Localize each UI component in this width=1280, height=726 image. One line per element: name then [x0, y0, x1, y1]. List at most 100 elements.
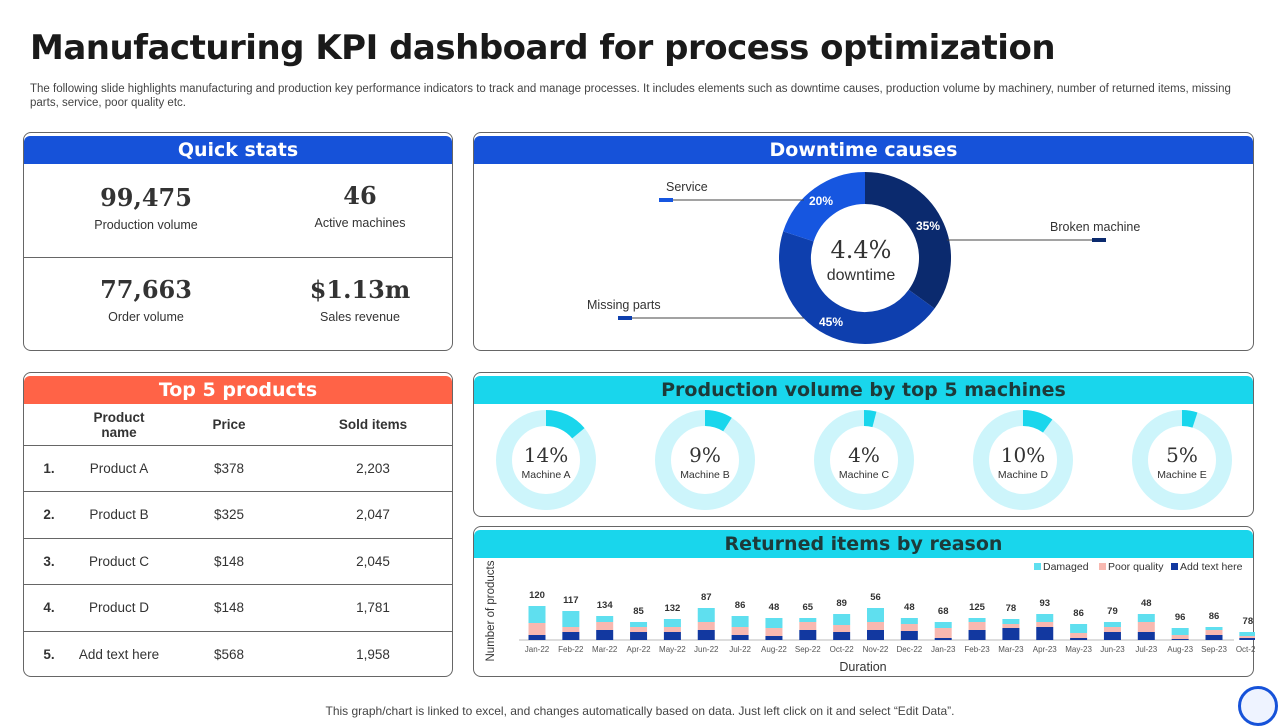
top-products-table: Product name Price Sold items 1. Product A $… — [24, 405, 452, 678]
price: $325 — [164, 491, 294, 539]
bar-segment-damaged — [1239, 632, 1255, 636]
pct-broken-machine: 35% — [916, 219, 940, 233]
sold-items: 2,047 — [294, 491, 452, 539]
stat-value: $1.13m — [309, 275, 411, 304]
data-label: 87 — [701, 592, 712, 603]
data-label: 86 — [735, 600, 746, 611]
machine-donut: 4% Machine C — [814, 410, 914, 510]
bar-segment-poor-quality — [900, 624, 918, 631]
row-number: 3. — [24, 538, 74, 585]
y-axis-label: Number of products — [485, 560, 497, 661]
legend-marker-missing-parts — [618, 316, 632, 320]
bar-segment-damaged — [1171, 628, 1189, 635]
bar-segment-poor-quality — [765, 628, 783, 636]
machine-name: Machine A — [521, 469, 570, 481]
footer-note: This graph/chart is linked to excel, and… — [325, 704, 955, 718]
stat-value: 46 — [343, 181, 377, 210]
stat-label: Order volume — [108, 310, 184, 324]
label-missing-parts: Missing parts — [587, 298, 661, 312]
machine-name: Machine D — [998, 469, 1049, 481]
x-tick-label: Sep-22 — [795, 645, 821, 654]
donut-fill — [1022, 410, 1053, 433]
bar-segment-add-text-here — [1103, 632, 1121, 640]
x-tick-label: Oct-23 — [1236, 645, 1255, 654]
downtime-title: Downtime causes — [474, 136, 1253, 164]
x-tick-label: Apr-23 — [1033, 645, 1058, 654]
returned-title: Returned items by reason — [474, 530, 1253, 558]
data-label: 48 — [904, 602, 915, 613]
data-label: 65 — [803, 602, 814, 613]
label-broken-machine: Broken machine — [1050, 220, 1140, 234]
donut-slice-service — [783, 172, 866, 242]
data-label: 78 — [1243, 616, 1254, 627]
data-label: 85 — [633, 606, 644, 617]
label-service: Service — [666, 180, 708, 194]
x-tick-label: Mar-23 — [998, 645, 1024, 654]
product-name: Product D — [74, 584, 164, 632]
bar-segment-add-text-here — [833, 632, 851, 640]
bar-segment-poor-quality — [934, 628, 952, 638]
col-sold-items: Sold items — [294, 405, 452, 446]
data-label: 86 — [1209, 611, 1220, 622]
returned-panel: Returned items by reason Number of produ… — [473, 526, 1255, 677]
sold-items: 1,958 — [356, 647, 390, 662]
bar-segment-poor-quality — [697, 622, 715, 630]
stat-active-machines: 46 Active machines — [260, 181, 460, 230]
machine-name: Machine B — [680, 469, 730, 481]
machine-donut: 10% Machine D — [973, 410, 1073, 510]
top-products-title: Top 5 products — [24, 376, 452, 404]
data-label: 117 — [563, 595, 578, 606]
bar-segment-damaged — [867, 608, 884, 622]
row-number: 5. — [43, 647, 55, 662]
data-label: 78 — [1006, 603, 1017, 614]
machines-donuts: 14% Machine A 9% Machine B 4% Machine C 10% Mac… — [496, 410, 1232, 510]
bar-segment-poor-quality — [596, 622, 614, 630]
price: $148 — [164, 584, 294, 632]
bar-segment-poor-quality — [630, 627, 648, 632]
x-tick-label: Dec-22 — [896, 645, 922, 654]
machines-panel: Production volume by top 5 machines 14% M… — [473, 372, 1254, 517]
product-name: Add text here — [78, 647, 160, 662]
bar-segment-poor-quality — [1070, 633, 1088, 638]
bar-segment-add-text-here — [900, 631, 918, 640]
legend-swatch — [1171, 563, 1178, 570]
legend-label: Damaged — [1043, 561, 1089, 573]
bar-segment-damaged — [1137, 614, 1155, 622]
quick-stats-panel: Quick stats 99,475 Production volume 46 Ac… — [23, 132, 453, 351]
bar-segment-poor-quality — [1137, 622, 1155, 632]
bar-segment-damaged — [663, 619, 681, 627]
downtime-label: downtime — [827, 267, 896, 284]
x-tick-label: Jan-23 — [931, 645, 956, 654]
machine-name: Machine C — [839, 469, 890, 481]
legend-swatch — [1034, 563, 1041, 570]
data-label: 96 — [1175, 612, 1186, 623]
bar-segment-poor-quality — [1103, 627, 1121, 632]
bar-segment-damaged — [1205, 627, 1223, 630]
row-number: 1. — [24, 445, 74, 492]
bar-segment-add-text-here — [867, 630, 884, 640]
table-row: 3. Product C $148 2,045 — [24, 538, 452, 585]
bar-segment-add-text-here — [968, 630, 986, 640]
machines-title: Production volume by top 5 machines — [474, 376, 1253, 404]
bar-segment-poor-quality — [663, 627, 681, 632]
col-product-name: Product name — [74, 405, 164, 446]
machine-pct: 4% — [848, 443, 880, 467]
x-tick-label: Sep-23 — [1201, 645, 1227, 654]
x-tick-label: Feb-23 — [964, 645, 990, 654]
page-subtitle: The following slide highlights manufactu… — [30, 83, 1231, 109]
bar-segment-add-text-here — [1239, 638, 1255, 640]
page-title: Manufacturing KPI dashboard for process … — [30, 28, 1056, 68]
bar-segment-damaged — [528, 606, 546, 623]
bar-segment-add-text-here — [934, 638, 952, 640]
machine-pct: 5% — [1166, 443, 1198, 467]
legend-marker-service — [659, 198, 673, 202]
machine-pct: 9% — [689, 443, 721, 467]
downtime-panel: Downtime causes Service Broken machine M… — [473, 132, 1254, 351]
table-row: 1. Product A $378 2,203 — [24, 445, 452, 492]
data-label: 89 — [836, 598, 847, 609]
stat-production-volume: 99,475 Production volume — [46, 183, 246, 232]
bar-segment-damaged — [799, 618, 817, 622]
data-label: 48 — [769, 602, 780, 613]
x-tick-label: May-23 — [1065, 645, 1092, 654]
row-number: 2. — [24, 491, 74, 539]
